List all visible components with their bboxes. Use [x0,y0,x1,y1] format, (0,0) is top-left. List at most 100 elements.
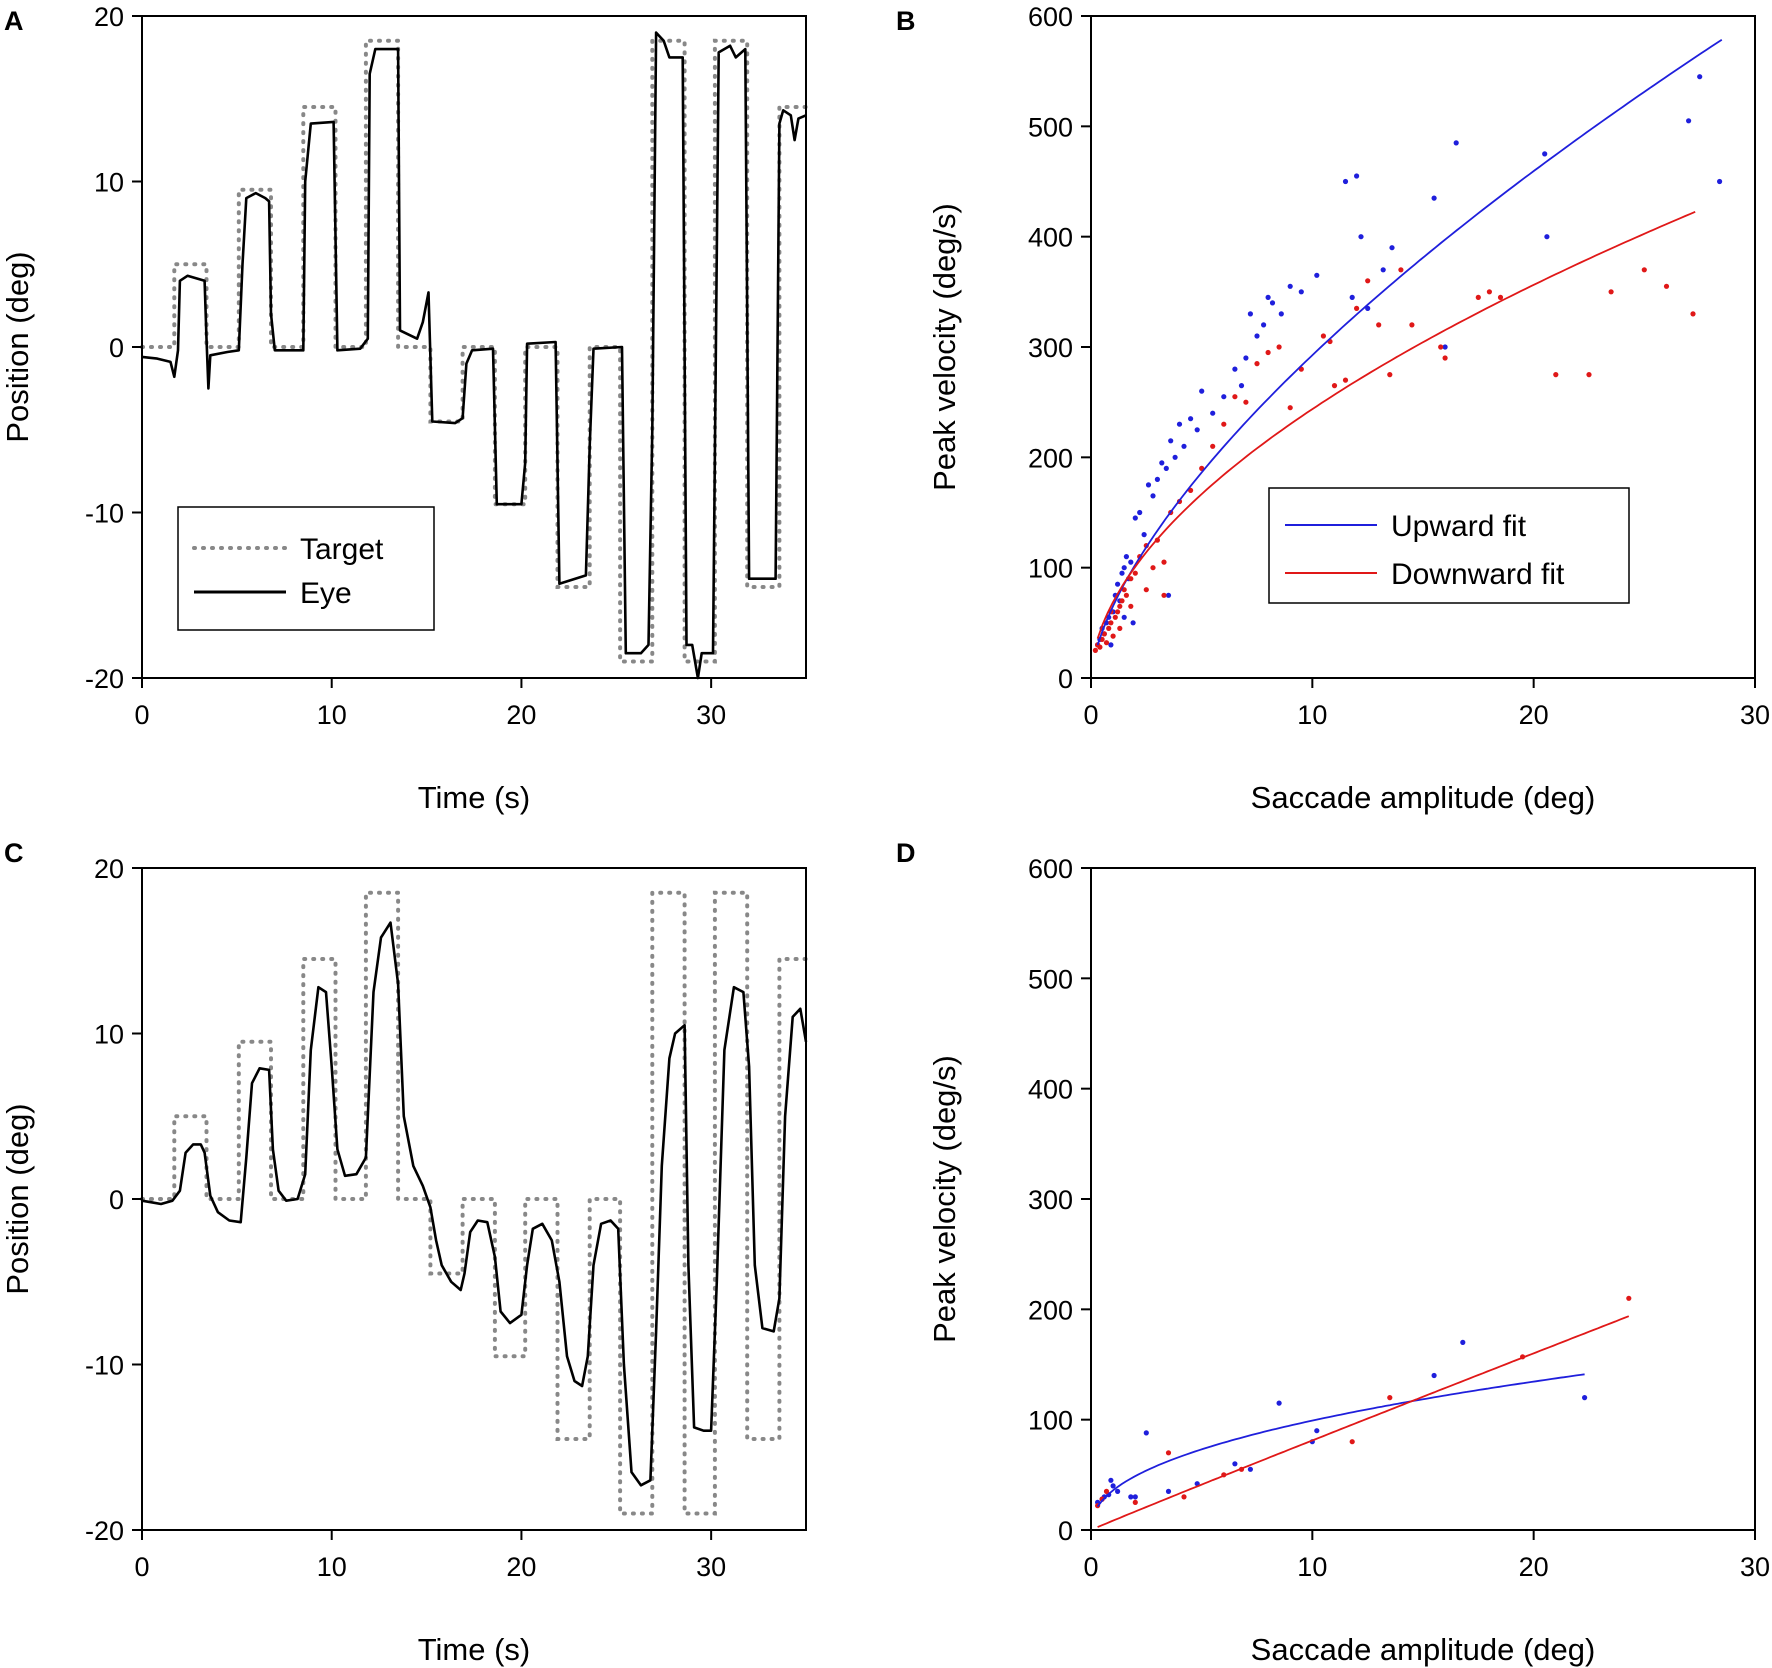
x-tick-label: 30 [1740,1552,1770,1582]
downward-point [1150,565,1156,571]
legend: Target Eye [177,506,435,631]
upward-point [1176,421,1183,427]
panel-letter: C [4,838,24,868]
y-tick-label: 100 [1028,1406,1073,1436]
x-tick-label: 20 [1519,1552,1549,1582]
upward-point [1278,311,1284,317]
downward-point [1586,372,1592,378]
upward-point [1298,289,1304,295]
upward-point [1314,1428,1320,1434]
upward-point [1143,1430,1149,1436]
fit-lines [1096,38,1723,646]
upward-point [1108,1477,1114,1483]
upward-point [1232,1461,1238,1467]
upward-point [1121,614,1127,620]
plot-frame [1090,867,1756,1531]
legend-target-label: Target [300,533,384,566]
upward-point [1194,427,1200,433]
downward-point [1110,633,1116,639]
upward-fit-line [1096,38,1723,646]
x-tick-label: 20 [1519,700,1549,730]
downward-point [1354,305,1360,311]
upward-point [1188,416,1194,422]
downward-point [1165,1450,1172,1456]
eye-series [141,31,807,680]
downward-point [1663,283,1670,289]
upward-point [1110,1483,1116,1489]
target-line [140,38,808,664]
upward-fit-line [1096,1373,1585,1508]
x-axis-title: Time (s) [418,780,531,815]
upward-point [1269,300,1276,306]
upward-point [1243,355,1249,361]
y-tick-label: 200 [1028,443,1073,473]
eye-line [141,921,808,1487]
upward-point [1115,1488,1121,1494]
downward-point [1690,311,1696,317]
y-tick-label: 0 [1058,1516,1073,1546]
downward-point [1365,278,1371,284]
downward-point [1128,576,1134,582]
x-axis-title: Saccade amplitude (deg) [1251,780,1596,815]
upward-point [1145,482,1152,488]
scatter-points [1095,1295,1632,1509]
upward-point [1342,178,1349,185]
x-tick-label: 0 [134,1552,149,1582]
y-tick-label: -20 [85,1516,124,1546]
y-tick-label: 0 [109,333,124,363]
upward-point [1265,294,1271,300]
upward-point [1254,333,1260,339]
downward-point [1132,1499,1138,1505]
target-line [140,890,808,1516]
scatter-points [1092,74,1723,654]
downward-point [1409,322,1415,328]
downward-point [1320,333,1326,339]
axes: 0 10 20 30 -20 -10 0 10 20 [85,854,726,1582]
downward-point [1265,349,1271,356]
downward-point [1103,1488,1110,1494]
upward-point [1389,245,1395,251]
upward-point [1276,1400,1282,1406]
x-tick-label: 20 [506,1552,536,1582]
y-tick-label: 500 [1028,112,1073,142]
downward-point [1117,625,1123,632]
y-tick-label: 300 [1028,1185,1073,1215]
eye-line [141,31,807,680]
upward-point [1460,1339,1466,1345]
upward-point [1380,267,1386,273]
x-tick-label: 30 [696,1552,726,1582]
upward-point [1354,173,1360,179]
y-tick-label: 400 [1028,223,1073,253]
downward-point [1121,587,1127,593]
x-axis-title: Time (s) [418,1632,531,1667]
downward-point [1626,1295,1632,1301]
panel-c: C 0 10 20 30 -20 -10 0 10 20 Time (s) Position (… [0,838,808,1667]
x-tick-label: 20 [506,700,536,730]
x-tick-label: 0 [1083,1552,1098,1582]
y-tick-label: 100 [1028,554,1073,584]
downward-point [1398,267,1404,273]
y-tick-label: 200 [1028,1295,1073,1325]
y-tick-label: 600 [1028,2,1073,32]
upward-point [1238,383,1245,389]
upward-point [1168,438,1174,444]
legend-eye-label: Eye [300,577,352,610]
upward-point [1128,1494,1134,1500]
y-tick-label: 0 [109,1185,124,1215]
y-tick-label: 10 [94,168,124,198]
upward-point [1287,283,1293,289]
x-tick-label: 30 [1740,700,1770,730]
upward-point [1717,178,1723,185]
y-tick-label: 20 [94,2,124,32]
panel-letter: A [4,6,24,36]
upward-point [1108,642,1114,648]
upward-point [1165,592,1172,598]
panel-a: A 0 10 20 30 -20 -10 0 10 20 Time (s) Position (… [0,2,808,815]
downward-point [1210,443,1216,449]
downward-point [1243,399,1249,405]
downward-point [1232,394,1238,400]
downward-point [1161,559,1167,565]
